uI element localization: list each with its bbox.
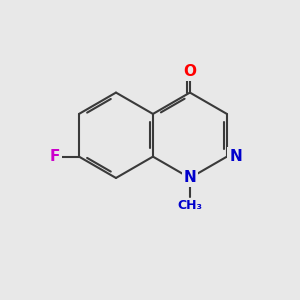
Text: F: F bbox=[50, 149, 60, 164]
Text: N: N bbox=[229, 149, 242, 164]
Text: CH₃: CH₃ bbox=[177, 200, 202, 212]
Text: N: N bbox=[184, 170, 196, 185]
Text: O: O bbox=[183, 64, 196, 79]
